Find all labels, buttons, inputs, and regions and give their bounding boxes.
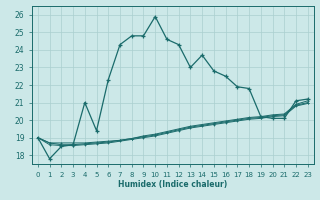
X-axis label: Humidex (Indice chaleur): Humidex (Indice chaleur) <box>118 180 228 189</box>
